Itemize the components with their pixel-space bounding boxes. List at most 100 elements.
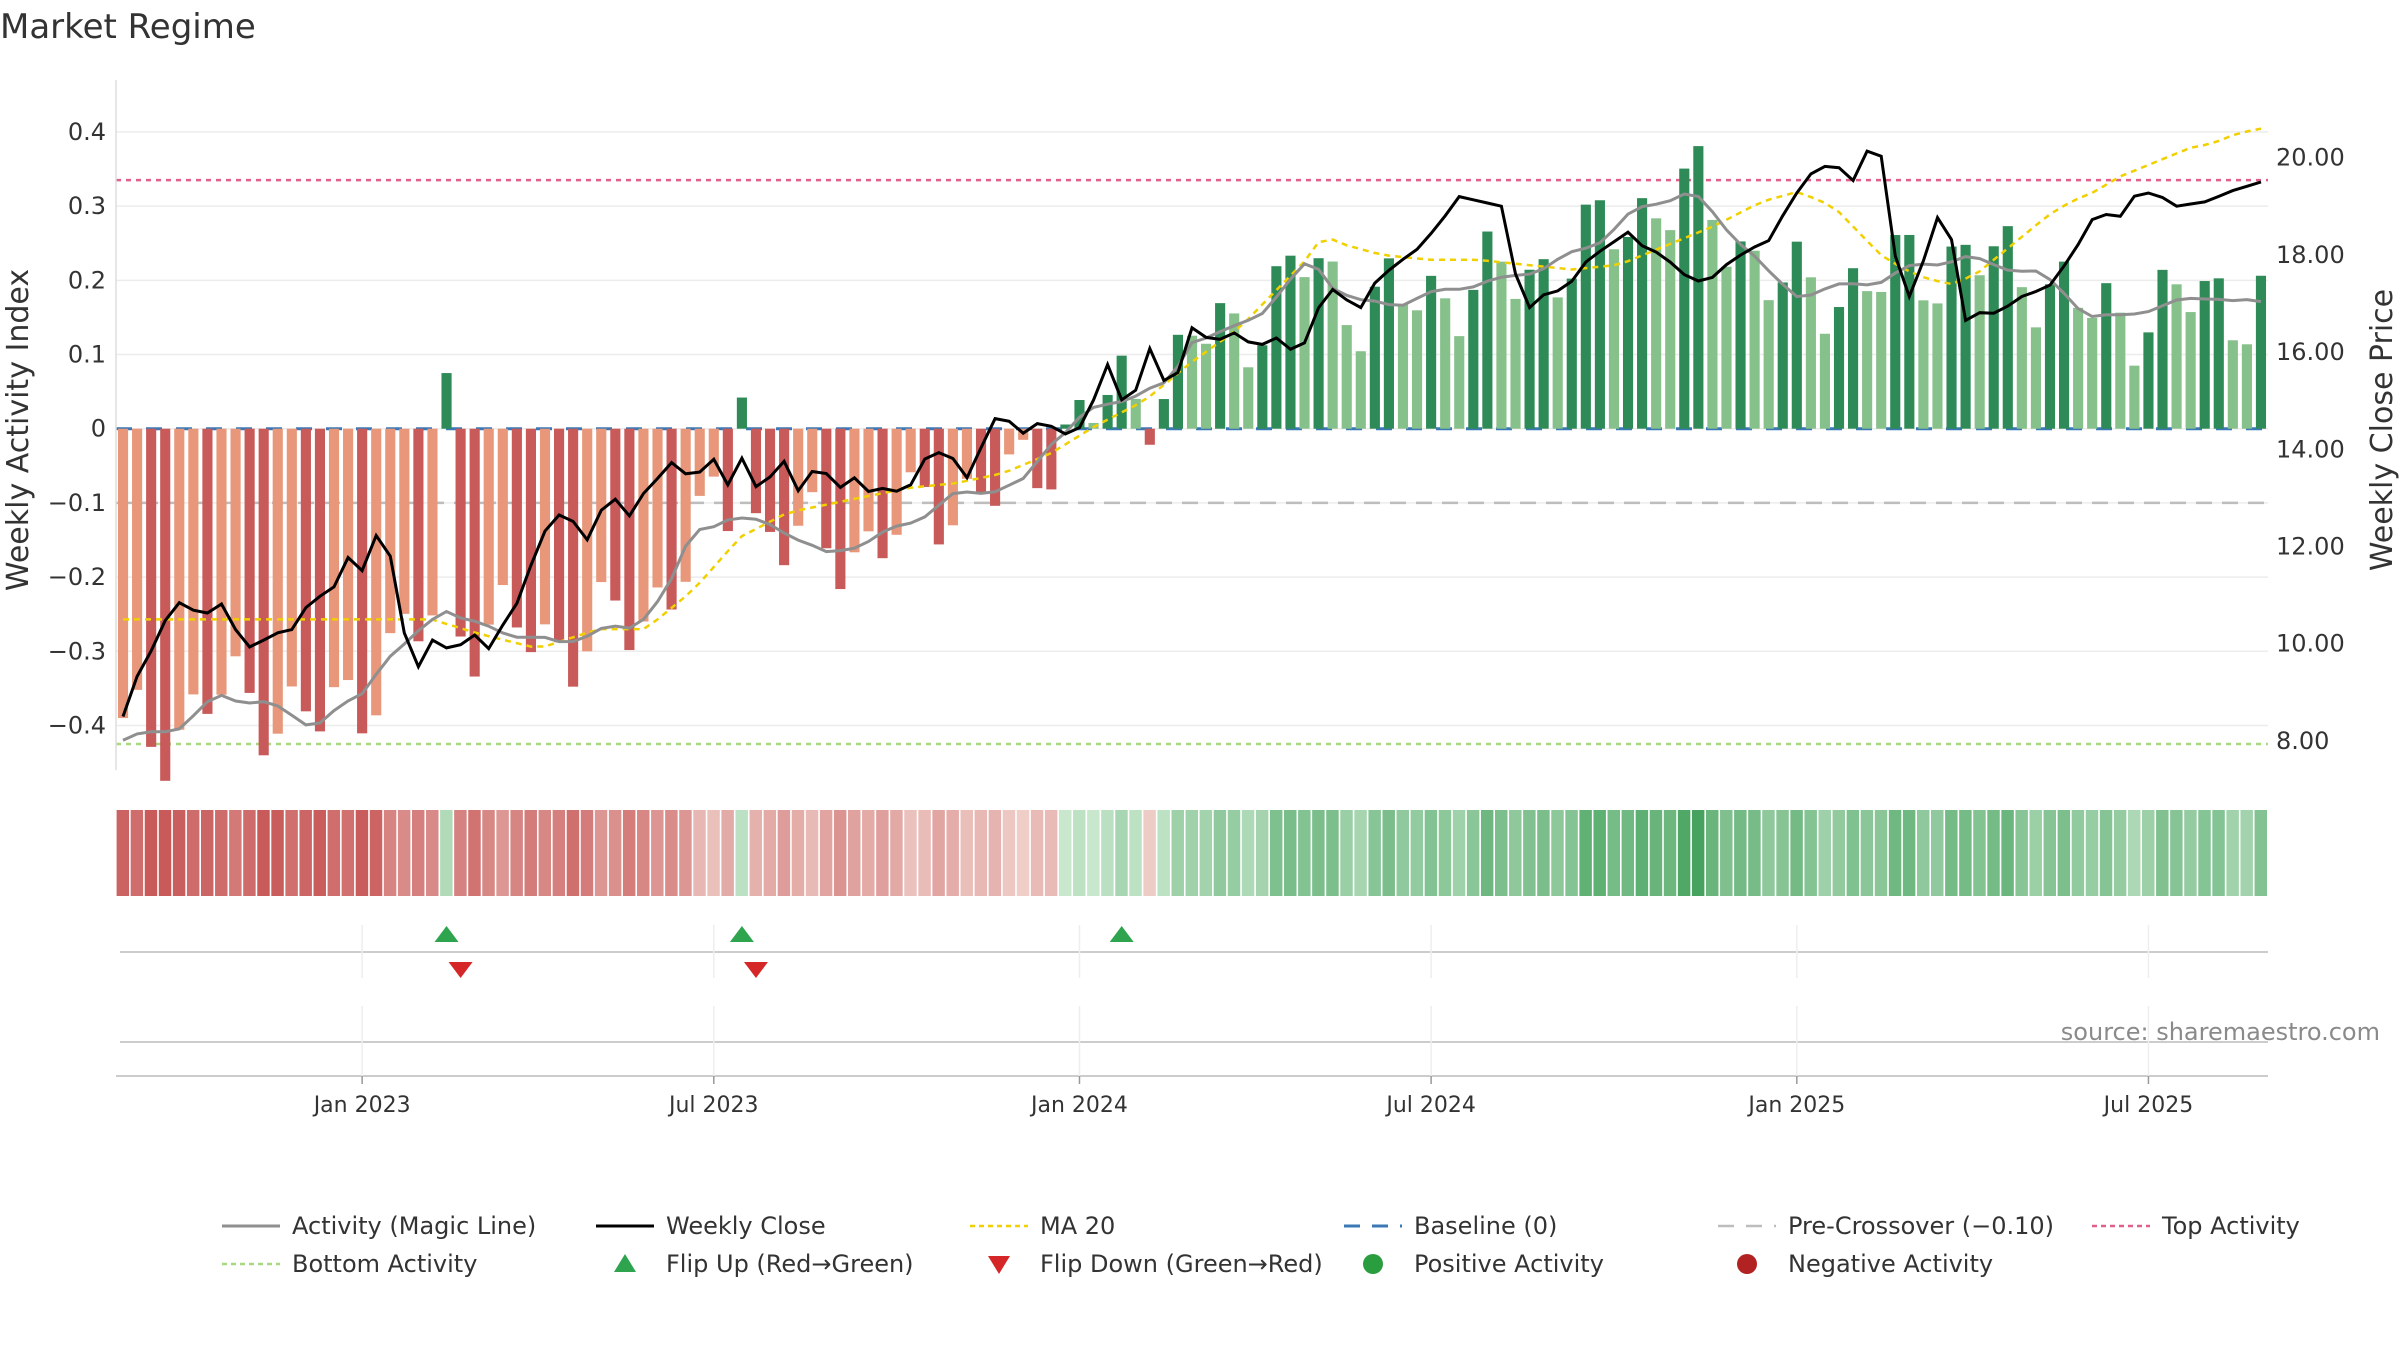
y-axis-label: Weekly Activity Index [1,269,36,591]
regime-cell [158,810,172,896]
regime-cell [440,810,453,896]
activity-bar [2002,226,2013,429]
regime-cell [1959,810,1972,896]
regime-cell [960,810,973,896]
regime-cell [1720,810,1733,896]
regime-cell [1480,810,1494,896]
activity-bar [497,428,508,586]
regime-cell [1185,810,1199,896]
regime-cell [1466,810,1480,896]
regime-cell [1199,810,1213,896]
regime-cell [524,810,537,896]
activity-bar [1158,399,1169,429]
legend-item: Pre-Crossover (−0.10) [1718,1212,2054,1240]
regime-cell [2085,810,2099,896]
activity-bar [1454,336,1465,429]
regime-cell [1044,810,1058,896]
flip-up-marker [729,926,754,942]
grid-lines [116,131,2268,727]
regime-cell [777,810,791,896]
y-tick-label: −0.2 [48,563,106,591]
regime-cell [1776,810,1789,896]
activity-bar [1960,244,1971,429]
y-tick-label: 0.1 [68,341,106,369]
activity-bar [1130,398,1141,429]
legend-swatch [614,1254,636,1272]
regime-cell [2240,810,2253,896]
regime-cell [1129,810,1142,896]
activity-bar [1369,286,1380,429]
regime-cell [1734,810,1747,896]
regime-cell [1030,810,1044,896]
activity-bar [258,428,269,756]
regime-cell [285,810,298,896]
legend-label: Top Activity [2161,1212,2300,1240]
activity-bar [511,428,522,628]
activity-bar [2016,287,2027,429]
activity-bar [1004,428,1015,455]
activity-bar [1468,289,1479,429]
activity-bar [1721,266,1732,429]
regime-cell [383,810,397,896]
activity-bar [1426,275,1437,429]
activity-bar [1327,261,1338,429]
activity-bar [1848,268,1859,429]
regime-cell [918,810,931,896]
regime-cell [2254,810,2267,896]
legend-item: Flip Up (Red→Green) [614,1250,914,1278]
regime-cell [2071,810,2085,896]
activity-bar [638,428,649,622]
activity-bar [525,428,536,653]
regime-cell [200,810,214,896]
regime-cell [1537,810,1550,896]
y-tick-label: −0.4 [48,711,106,739]
regime-cell [1213,810,1227,896]
regime-cell [665,810,678,896]
regime-cell [946,810,959,896]
activity-bar [961,428,973,479]
activity-bar [1594,200,1605,429]
legend-label: Weekly Close [666,1212,826,1240]
legend-swatch [1363,1254,1383,1274]
legend-label: Bottom Activity [292,1250,477,1278]
activity-bar [666,428,677,610]
activity-bar [2213,278,2224,429]
legend-label: Negative Activity [1788,1250,1993,1278]
activity-bar [1313,258,1324,429]
regime-cell [1087,810,1100,896]
regime-cell [1663,810,1677,896]
legend-item: Activity (Magic Line) [222,1212,536,1240]
activity-bar [1411,310,1423,429]
legend-label: MA 20 [1040,1212,1115,1240]
regime-cell [1846,810,1860,896]
regime-cell [482,810,495,896]
activity-bar [1186,335,1198,429]
regime-cell [1790,810,1803,896]
regime-cell [510,810,523,896]
activity-bar [736,397,747,429]
regime-cell [341,810,355,896]
regime-cell [904,810,917,896]
regime-cell [1354,810,1367,896]
flip-up-marker [1109,926,1134,942]
activity-bar [2255,275,2267,429]
regime-cell [2043,810,2057,896]
activity-bar [1622,236,1634,429]
activity-bar [1383,258,1394,429]
legend-swatch [988,1256,1010,1274]
activity-bar [1974,275,1985,429]
legend-label: Flip Up (Red→Green) [666,1250,914,1278]
activity-bar [1271,266,1282,429]
regime-cell [974,810,988,896]
activity-bar [160,428,171,781]
activity-bar [990,428,1001,506]
activity-bar [2030,327,2041,429]
regime-cell [2015,810,2028,896]
regime-cell [1171,810,1184,896]
legend-item: Flip Down (Green→Red) [988,1250,1323,1278]
activity-bar [1876,291,1887,429]
regime-cell [1551,810,1564,896]
regime-cell [2142,810,2155,896]
regime-cell [2113,810,2127,896]
